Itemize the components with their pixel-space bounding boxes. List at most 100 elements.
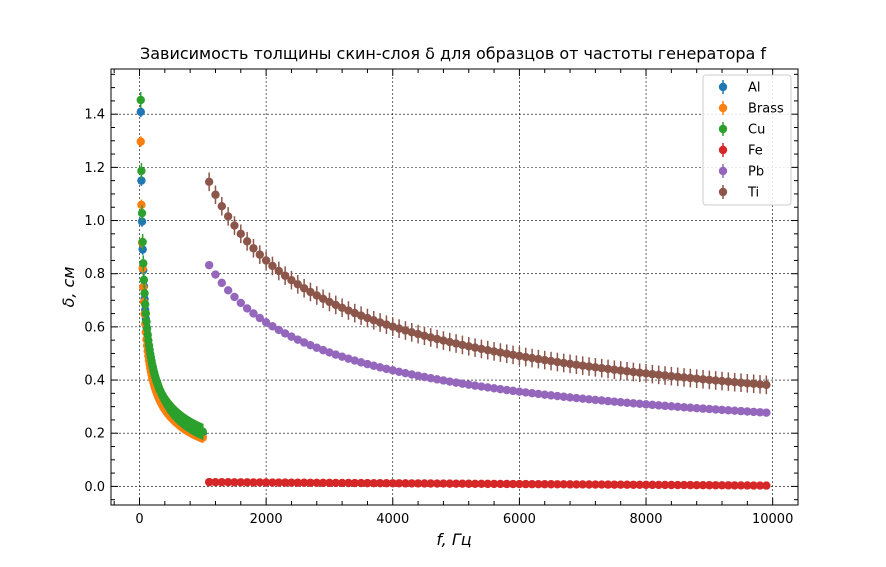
data-point (363, 359, 372, 369)
legend-entry-al: Al (718, 80, 761, 96)
data-point (508, 479, 518, 489)
data-point (762, 380, 771, 390)
legend-entry-pb: Pb (718, 164, 764, 180)
data-point (502, 479, 511, 489)
data-point (325, 348, 334, 357)
data-point (521, 479, 530, 489)
data-point (660, 371, 670, 380)
legend-label: Cu (748, 123, 765, 138)
data-point (483, 345, 492, 355)
data-point (451, 479, 461, 488)
series-al (136, 106, 208, 439)
data-point (261, 318, 271, 327)
legend-label: Al (748, 81, 761, 96)
data-point (559, 358, 568, 368)
data-point (534, 389, 543, 399)
data-point (236, 229, 246, 239)
data-point (401, 368, 410, 378)
data-point (242, 478, 252, 487)
plot-frame (110, 68, 799, 506)
data-point (136, 95, 145, 105)
data-point (660, 401, 670, 411)
data-point (724, 377, 733, 386)
data-point (686, 373, 695, 383)
data-point (382, 364, 391, 374)
data-point (762, 408, 771, 417)
data-point (344, 306, 353, 315)
data-point (705, 375, 714, 385)
data-point (464, 342, 473, 351)
legend-label: Ti (747, 186, 759, 201)
data-point (268, 322, 277, 331)
data-point (736, 406, 746, 416)
data-point (331, 300, 340, 310)
data-point (394, 367, 404, 376)
data-point (299, 478, 309, 487)
data-point (318, 294, 328, 303)
data-point (698, 480, 708, 490)
data-point (515, 351, 524, 361)
data-point (578, 480, 587, 489)
data-point (540, 390, 549, 399)
data-point (344, 354, 353, 363)
data-point (394, 324, 404, 333)
data-point (141, 309, 151, 318)
data-point (635, 368, 644, 377)
data-point (673, 480, 682, 490)
data-point (204, 260, 214, 270)
data-point (356, 311, 366, 320)
axis-ticks: 0 2000 4000 6000 8000 10000 0.0 0.2 0.4 0.6 0.8 1.0… (84, 69, 799, 527)
data-point (312, 478, 321, 488)
data-point (565, 480, 575, 489)
data-point (572, 393, 581, 403)
data-point (597, 396, 606, 405)
data-point (610, 397, 619, 406)
data-marks (136, 92, 771, 490)
data-point (692, 480, 701, 490)
y-tick-label: 0.6 (84, 320, 105, 335)
legend-box (702, 74, 792, 206)
data-point (610, 365, 619, 374)
x-tick-label: 10000 (752, 512, 793, 527)
data-point (140, 300, 150, 309)
data-point (673, 372, 682, 382)
data-point (559, 392, 568, 401)
data-point (470, 479, 480, 488)
y-tick-label: 0.8 (84, 267, 105, 282)
y-tick-label: 0.0 (84, 480, 105, 495)
data-point (306, 478, 315, 487)
data-point (622, 398, 632, 407)
data-point (603, 396, 613, 406)
data-point (242, 304, 252, 313)
legend-marker (718, 124, 728, 134)
data-point (477, 479, 486, 489)
data-point (331, 478, 340, 488)
data-point (477, 344, 486, 354)
data-point (420, 479, 429, 488)
data-point (610, 480, 619, 489)
data-point (483, 479, 492, 489)
data-point (635, 480, 644, 490)
data-point (420, 372, 429, 382)
data-point (565, 393, 575, 402)
data-point (287, 332, 296, 341)
data-point (255, 250, 264, 259)
data-point (137, 176, 146, 185)
data-point (755, 380, 765, 389)
data-point (679, 403, 689, 412)
data-point (527, 479, 537, 489)
series-cu (136, 92, 208, 440)
data-point (515, 479, 524, 489)
data-point (217, 478, 227, 487)
data-point (223, 478, 233, 487)
data-point (724, 481, 733, 490)
data-point (591, 480, 600, 489)
data-point (698, 375, 708, 384)
data-point (382, 320, 391, 329)
x-tick-label: 4000 (376, 512, 409, 527)
data-point (363, 478, 372, 488)
x-tick-label: 6000 (503, 512, 536, 527)
data-point (312, 343, 321, 352)
data-point (667, 371, 676, 381)
data-point (553, 357, 562, 367)
